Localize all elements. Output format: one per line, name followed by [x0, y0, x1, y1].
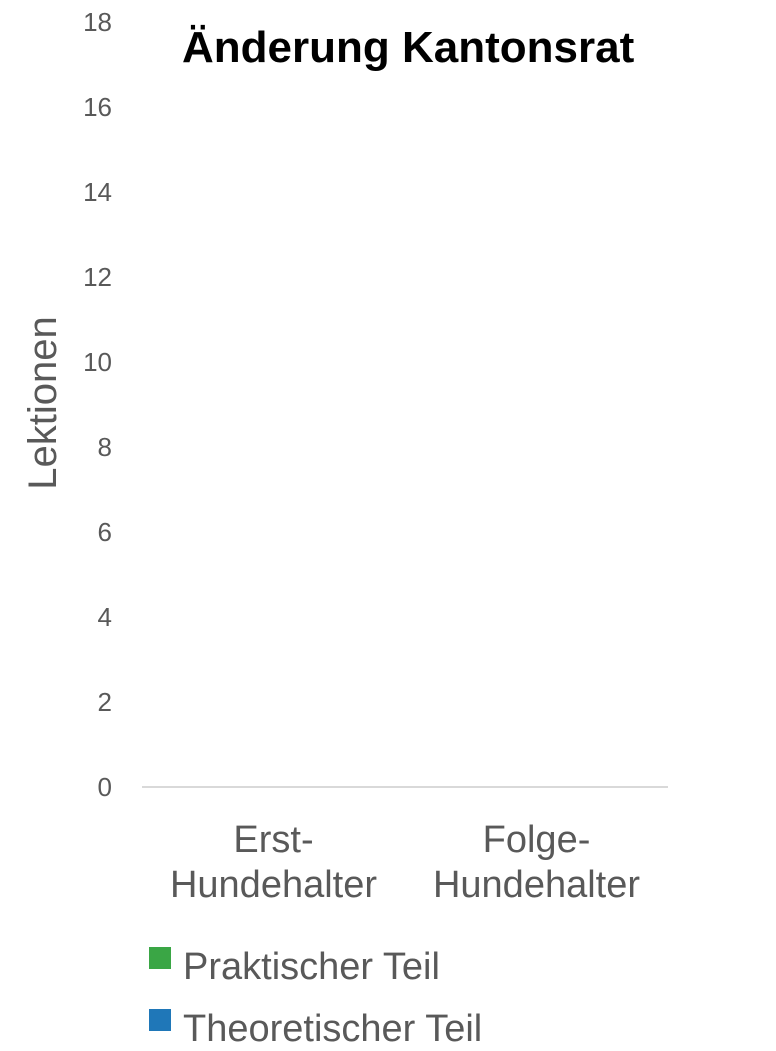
y-tick-label: 0	[98, 772, 112, 802]
y-tick-label: 14	[83, 177, 112, 207]
y-tick-label: 16	[83, 92, 112, 122]
y-tick-label: 12	[83, 262, 112, 292]
y-tick-label: 6	[98, 517, 112, 547]
y-axis-ticks: 0 2 4 6 8 10 12 14 16 18	[83, 7, 112, 802]
y-tick-label: 4	[98, 602, 112, 632]
legend: Praktischer Teil Theoretischer Teil	[149, 946, 482, 1050]
chart-title: Änderung Kantonsrat	[182, 23, 635, 72]
y-tick-label: 8	[98, 432, 112, 462]
legend-label: Theoretischer Teil	[183, 1008, 482, 1050]
legend-label: Praktischer Teil	[183, 946, 440, 988]
x-category-label: Erst-Hundehalter	[170, 819, 377, 906]
y-tick-label: 2	[98, 687, 112, 717]
x-category-label: Folge-Hundehalter	[433, 819, 640, 906]
y-tick-label: 10	[83, 347, 112, 377]
legend-swatch	[149, 1009, 171, 1031]
y-tick-label: 18	[83, 7, 112, 37]
x-axis-categories: Erst-Hundehalter Folge-Hundehalter	[170, 819, 640, 906]
legend-swatch	[149, 947, 171, 969]
y-axis-title: Lektionen	[21, 316, 65, 489]
